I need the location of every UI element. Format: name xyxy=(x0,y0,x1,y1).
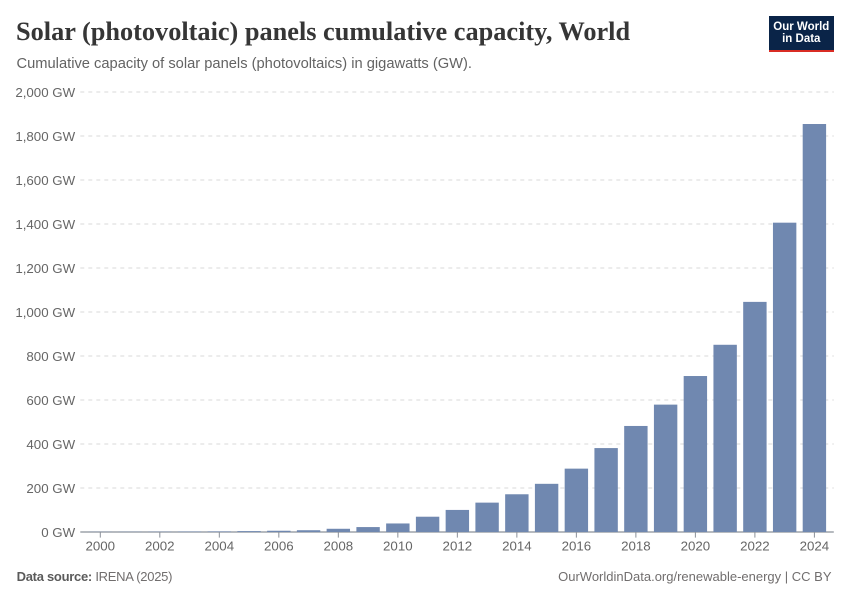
svg-text:400 GW: 400 GW xyxy=(26,437,75,452)
svg-text:2024: 2024 xyxy=(800,538,830,553)
svg-text:2000: 2000 xyxy=(86,538,116,553)
svg-text:1,200 GW: 1,200 GW xyxy=(15,261,75,276)
svg-text:2018: 2018 xyxy=(621,538,651,553)
svg-text:0 GW: 0 GW xyxy=(41,525,75,540)
svg-text:1,600 GW: 1,600 GW xyxy=(15,173,75,188)
svg-text:1,800 GW: 1,800 GW xyxy=(15,129,75,144)
svg-text:2016: 2016 xyxy=(562,538,592,553)
svg-text:2006: 2006 xyxy=(264,538,294,553)
svg-text:2012: 2012 xyxy=(443,538,473,553)
svg-text:200 GW: 200 GW xyxy=(26,481,75,496)
svg-text:2014: 2014 xyxy=(502,538,532,553)
svg-text:2,000 GW: 2,000 GW xyxy=(15,85,75,100)
svg-text:2022: 2022 xyxy=(740,538,770,553)
svg-text:2004: 2004 xyxy=(205,538,235,553)
svg-text:1,000 GW: 1,000 GW xyxy=(15,305,75,320)
svg-text:2002: 2002 xyxy=(145,538,175,553)
svg-text:800 GW: 800 GW xyxy=(26,349,75,364)
svg-text:2010: 2010 xyxy=(383,538,413,553)
svg-text:2020: 2020 xyxy=(681,538,711,553)
svg-text:600 GW: 600 GW xyxy=(26,393,75,408)
svg-text:2008: 2008 xyxy=(324,538,354,553)
svg-text:1,400 GW: 1,400 GW xyxy=(15,217,75,232)
